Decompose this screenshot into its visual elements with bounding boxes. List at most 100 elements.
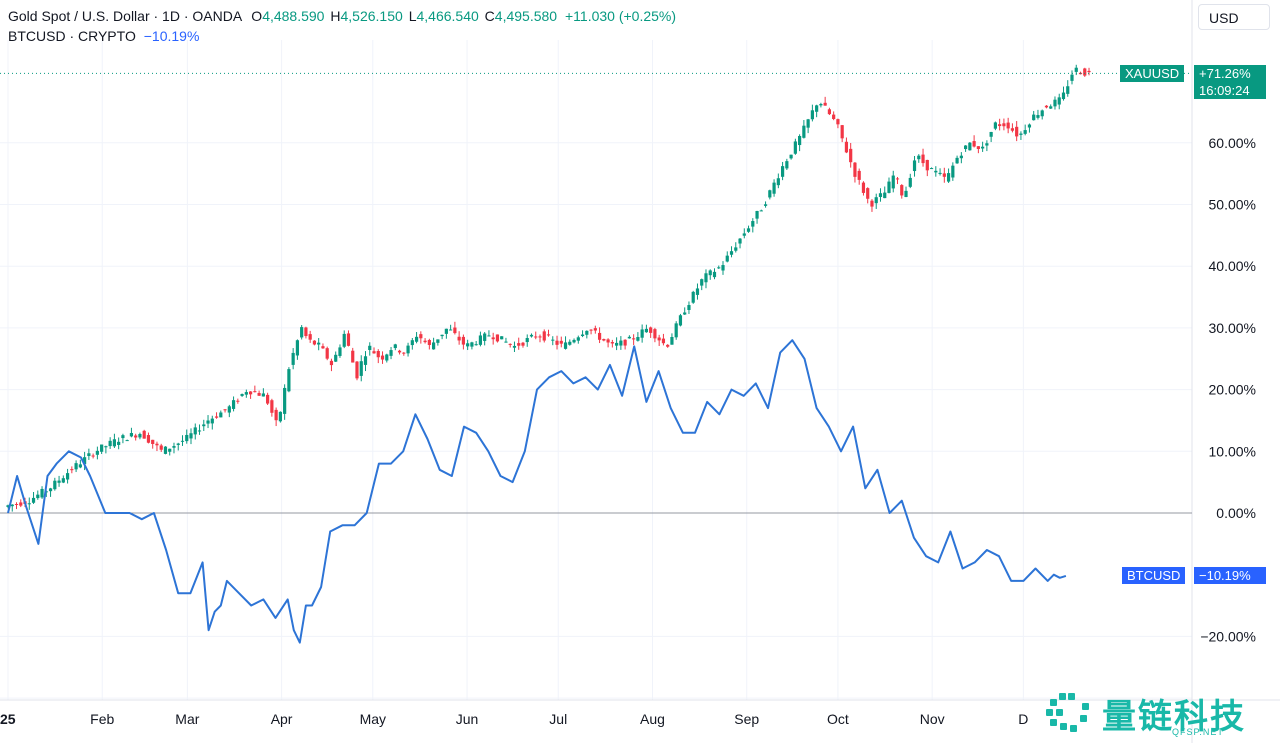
xau-candle xyxy=(542,331,546,341)
xau-candle xyxy=(376,350,380,358)
xau-candle xyxy=(244,392,248,395)
xau-candle xyxy=(942,173,946,177)
xau-candle xyxy=(112,439,116,447)
xau-candle xyxy=(623,339,627,346)
xau-candle xyxy=(666,344,670,347)
xauusd-series xyxy=(0,64,1192,512)
xau-candle xyxy=(640,329,644,338)
xau-candle xyxy=(146,435,151,443)
xau-candle xyxy=(746,228,751,232)
btc-line xyxy=(7,339,1067,644)
xau-candle xyxy=(1023,130,1027,134)
xau-candle xyxy=(887,181,891,193)
xau-candle xyxy=(1027,124,1032,128)
xau-candle xyxy=(6,505,10,507)
xau-candle xyxy=(938,172,942,174)
xau-candle xyxy=(921,154,925,164)
xau-candle xyxy=(521,342,525,346)
xau-candle xyxy=(1015,126,1019,137)
xau-candle xyxy=(180,440,185,442)
xau-candle xyxy=(19,502,23,506)
xau-candle xyxy=(87,453,91,457)
main-series-legend[interactable]: Gold Spot / U.S. Dollar · 1D · OANDA O 4,… xyxy=(8,7,676,27)
xau-candle xyxy=(776,178,780,186)
xau-candle xyxy=(466,343,470,347)
xau-candle xyxy=(95,450,99,455)
xau-candle xyxy=(576,337,580,341)
xau-candle xyxy=(674,323,678,338)
xau-candle xyxy=(219,412,223,418)
xau-candle xyxy=(551,339,555,341)
currency-button[interactable]: USD xyxy=(1198,4,1270,30)
high-value: 4,526.150 xyxy=(340,8,403,24)
xau-value-badge: +71.26% xyxy=(1194,65,1266,82)
xau-candle xyxy=(317,342,321,345)
xau-candle xyxy=(427,340,431,345)
xau-candle xyxy=(912,160,917,172)
open-label: O xyxy=(251,8,263,24)
change-value: +11.030 (+0.25%) xyxy=(564,8,677,24)
xau-candle xyxy=(742,233,746,236)
xau-candle xyxy=(878,193,883,197)
xau-candle xyxy=(734,247,738,251)
xau-countdown-badge: 16:09:24 xyxy=(1194,82,1266,99)
xau-candle xyxy=(444,328,448,334)
compare-series-legend[interactable]: BTCUSD · CRYPTO −10.19% xyxy=(8,27,676,47)
price-scale: −20.00% 0.00% 10.00% 20.00% 30.00% 40.00% 50.0… xyxy=(1200,135,1256,645)
xau-candle xyxy=(100,444,104,452)
xau-candle xyxy=(193,427,197,435)
xau-candle xyxy=(1040,110,1044,117)
xau-candle xyxy=(283,387,287,414)
xau-candle xyxy=(929,168,934,170)
xau-candle xyxy=(717,267,721,269)
xau-candle xyxy=(168,448,172,452)
xau-candle xyxy=(414,336,419,342)
xau-candle xyxy=(380,355,385,360)
xau-candle xyxy=(389,350,393,356)
xau-candle xyxy=(955,157,959,164)
xau-candle xyxy=(649,327,653,333)
xau-candle xyxy=(155,443,159,446)
x-tick-label: Feb xyxy=(90,711,114,727)
xau-candle xyxy=(691,291,695,303)
xau-candle xyxy=(627,336,631,339)
x-tick-label: Jun xyxy=(456,711,479,727)
xau-candle xyxy=(504,341,508,343)
xau-candle xyxy=(70,469,74,471)
xau-candle xyxy=(91,455,95,457)
symbol-title: Gold Spot / U.S. Dollar · 1D · OANDA xyxy=(8,8,242,24)
xau-candle xyxy=(538,336,542,338)
xau-candle xyxy=(257,392,261,396)
xau-candle xyxy=(304,327,308,337)
xau-candle xyxy=(644,328,648,333)
xau-candle xyxy=(1049,106,1053,109)
xau-candle xyxy=(525,338,529,343)
xau-candle xyxy=(968,142,972,151)
xau-candle xyxy=(48,488,53,492)
xau-candle xyxy=(751,221,755,227)
xau-candle xyxy=(602,339,606,341)
xau-candle xyxy=(329,360,334,366)
xau-candle xyxy=(385,354,389,361)
xau-candle xyxy=(908,177,912,187)
xau-candle xyxy=(202,424,206,427)
xau-candle xyxy=(397,350,402,353)
xau-candle xyxy=(861,182,866,193)
xau-candle xyxy=(78,464,82,468)
xau-candle xyxy=(998,124,1002,127)
xau-candle xyxy=(1061,92,1066,100)
xau-candle xyxy=(755,210,759,219)
xau-candle xyxy=(827,109,832,115)
y-tick-label: 60.00% xyxy=(1209,135,1256,151)
xau-candle xyxy=(197,430,202,432)
xau-candle xyxy=(959,155,963,159)
xau-candle xyxy=(300,327,304,338)
xau-candle xyxy=(981,146,985,149)
xau-candle xyxy=(129,432,134,437)
xau-candle xyxy=(295,340,300,356)
xau-candle xyxy=(917,155,921,160)
xau-candle xyxy=(334,354,338,362)
xau-candle xyxy=(695,288,700,295)
legend-panel: Gold Spot / U.S. Dollar · 1D · OANDA O 4,… xyxy=(8,7,676,47)
